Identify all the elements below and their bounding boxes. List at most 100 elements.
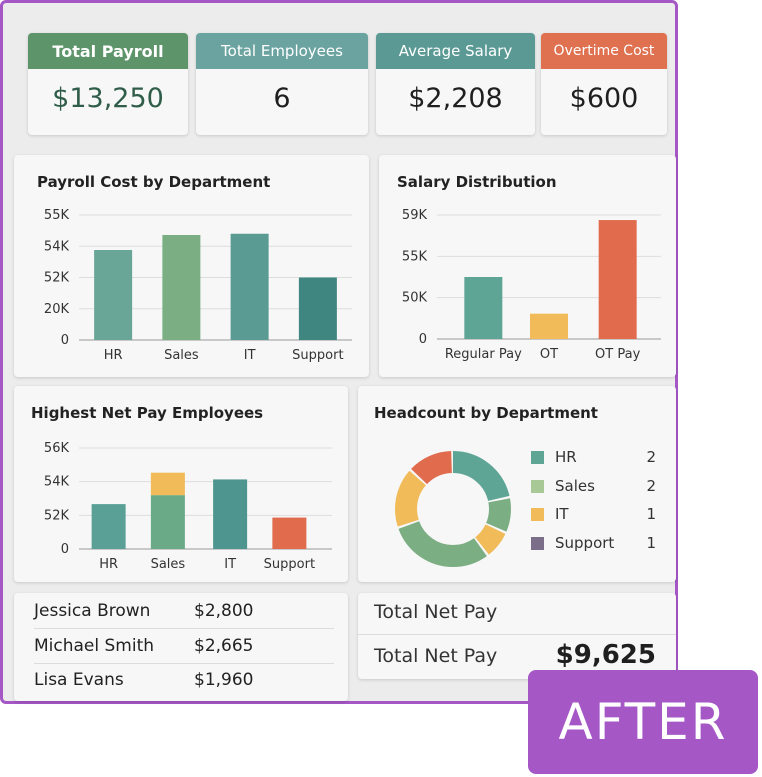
- x-tick-label: Sales: [164, 348, 199, 363]
- donut-slice: [395, 451, 511, 567]
- employee-pay: $2,800: [194, 601, 254, 621]
- total-net-pay-heading: Total Net Pay: [374, 601, 498, 623]
- legend-swatch: [531, 480, 544, 493]
- bar: [298, 277, 337, 340]
- bar: [150, 495, 185, 549]
- panel-salary-distribution: Salary Distribution 0 50K 55K 59K Regular Pa…: [379, 155, 676, 377]
- employee-name: Lisa Evans: [34, 670, 124, 690]
- kpi-header: Overtime Cost: [541, 33, 667, 69]
- bar: [272, 517, 307, 549]
- employee-pay-list: Jessica Brown $2,800 Michael Smith $2,66…: [14, 593, 348, 701]
- legend-swatch: [531, 451, 544, 464]
- bar: [150, 472, 185, 496]
- highest-net-pay-chart: 0 52K 54K 56K HR Sales IT Support: [44, 441, 332, 572]
- bar: [598, 220, 637, 339]
- bar: [530, 313, 568, 339]
- kpi-header: Average Salary: [376, 33, 535, 69]
- kpi-header: Total Payroll: [28, 33, 188, 69]
- x-tick-label: Support: [292, 348, 343, 363]
- kpi-overtime-cost: Overtime Cost $600: [541, 33, 667, 135]
- kpi-value: $2,208: [408, 83, 503, 114]
- legend-count: 2: [646, 477, 656, 495]
- panel-highest-net-pay: Highest Net Pay Employees 0 52K 54K 56K HR Sa…: [14, 386, 348, 582]
- x-tick-label: HR: [99, 557, 118, 572]
- x-tick-label: Support: [264, 557, 315, 572]
- employee-name: Jessica Brown: [34, 601, 151, 621]
- after-badge: AFTER: [528, 670, 758, 774]
- donut-slice: [395, 451, 511, 567]
- y-tick-label: 54K: [44, 239, 70, 254]
- salary-distribution-chart: 0 50K 55K 59K Regular Pay OT OT Pay: [402, 208, 661, 362]
- dashboard-frame: Total Payroll $13,250 Total Employees 6 …: [0, 0, 678, 704]
- list-item: Michael Smith $2,665: [34, 630, 334, 664]
- y-tick-label: 20K: [44, 302, 70, 317]
- payroll-by-department-chart: 0 20K 52K 54K 55K HR Sales IT Support: [44, 208, 352, 363]
- y-tick-label: 0: [61, 333, 69, 348]
- kpi-header: Total Employees: [196, 33, 368, 69]
- legend-label: HR: [555, 448, 577, 466]
- bar: [94, 250, 133, 340]
- legend-label: Sales: [555, 477, 595, 495]
- total-net-pay-value: $9,625: [555, 640, 656, 670]
- y-tick-label: 50K: [402, 291, 428, 306]
- list-item: Lisa Evans $1,960: [34, 664, 334, 698]
- total-net-pay-label: Total Net Pay: [374, 645, 498, 667]
- bar: [213, 479, 248, 549]
- x-tick-label: Regular Pay: [445, 347, 522, 362]
- panel-title: Payroll Cost by Department: [37, 173, 271, 191]
- legend-count: 1: [646, 505, 656, 523]
- y-tick-label: 52K: [44, 508, 70, 523]
- panel-headcount: Headcount by Department HR 2 Sales 2 IT …: [358, 386, 676, 582]
- donut-slice: [395, 451, 511, 567]
- bar: [230, 233, 269, 340]
- kpi-value: $600: [569, 83, 639, 114]
- legend-item-hr: HR 2: [531, 446, 656, 470]
- headcount-donut-chart: [395, 451, 511, 567]
- panel-title: Headcount by Department: [374, 404, 598, 422]
- x-tick-label: IT: [224, 557, 236, 572]
- kpi-average-salary: Average Salary $2,208: [376, 33, 535, 135]
- y-tick-label: 56K: [44, 441, 70, 456]
- employee-name: Michael Smith: [34, 636, 155, 656]
- employee-pay: $2,665: [194, 636, 254, 656]
- donut-slice: [395, 451, 511, 567]
- legend-item-support: Support 1: [531, 532, 656, 556]
- legend-swatch: [531, 508, 544, 521]
- legend-swatch: [531, 537, 544, 550]
- legend-item-sales: Sales 2: [531, 475, 656, 499]
- y-tick-label: 55K: [44, 208, 70, 223]
- total-net-pay-card: Total Net Pay Total Net Pay $9,625: [358, 593, 676, 679]
- x-tick-label: IT: [244, 348, 256, 363]
- kpi-total-employees: Total Employees 6: [196, 33, 368, 135]
- legend-count: 2: [646, 448, 656, 466]
- y-tick-label: 55K: [402, 249, 428, 264]
- y-tick-label: 0: [61, 542, 69, 557]
- panel-payroll-by-department: Payroll Cost by Department 0 20K 52K 54K 55K…: [14, 155, 369, 377]
- y-tick-label: 59K: [402, 208, 428, 223]
- x-tick-label: HR: [104, 348, 123, 363]
- y-tick-label: 54K: [44, 475, 70, 490]
- panel-title: Highest Net Pay Employees: [31, 404, 264, 422]
- legend-label: IT: [555, 505, 569, 523]
- panel-title: Salary Distribution: [397, 173, 557, 191]
- legend-label: Support: [555, 534, 615, 552]
- kpi-value: $13,250: [52, 83, 164, 114]
- row-divider: [358, 634, 676, 635]
- x-tick-label: Sales: [151, 557, 186, 572]
- employee-pay: $1,960: [194, 670, 254, 690]
- y-tick-label: 52K: [44, 271, 70, 286]
- kpi-value: 6: [273, 83, 291, 114]
- legend-item-it: IT 1: [531, 503, 656, 527]
- y-tick-label: 0: [419, 332, 427, 347]
- bar: [464, 277, 503, 339]
- list-item: Jessica Brown $2,800: [34, 595, 334, 629]
- row-divider: [34, 628, 334, 629]
- legend-count: 1: [646, 534, 656, 552]
- row-divider: [34, 663, 334, 664]
- kpi-total-payroll: Total Payroll $13,250: [28, 33, 188, 135]
- x-tick-label: OT Pay: [595, 347, 641, 362]
- bar: [91, 504, 126, 549]
- headcount-legend: HR 2 Sales 2 IT 1 Support 1: [531, 446, 656, 556]
- x-tick-label: OT: [540, 347, 558, 362]
- bar: [162, 235, 201, 340]
